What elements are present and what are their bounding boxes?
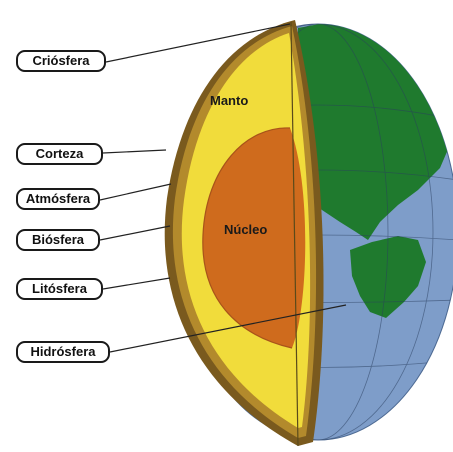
label-litosfera: Litósfera: [16, 278, 103, 300]
cross-section: [164, 20, 324, 447]
label-atmosfera: Atmósfera: [16, 188, 100, 210]
label-biosfera: Biósfera: [16, 229, 100, 251]
core-edge: [202, 127, 293, 349]
cut-edge: [290, 21, 299, 447]
leader-lines: [99, 23, 347, 353]
greenland: [408, 40, 444, 80]
core-layer: [202, 127, 306, 348]
leader-corteza: [102, 149, 167, 154]
leader-criosfera: [105, 23, 291, 63]
leader-litosfera: [102, 277, 171, 290]
label-manto: Manto: [210, 93, 249, 108]
leader-hidrosfera: [109, 304, 347, 353]
label-hidrosfera: Hidrósfera: [16, 341, 110, 363]
label-nucleo: Núcleo: [224, 222, 268, 237]
leader-biosfera: [99, 225, 171, 241]
label-corteza: Corteza: [16, 143, 103, 165]
south-america: [350, 236, 426, 318]
leader-atmosfera: [99, 183, 172, 201]
label-criosfera: Criósfera: [16, 50, 106, 72]
